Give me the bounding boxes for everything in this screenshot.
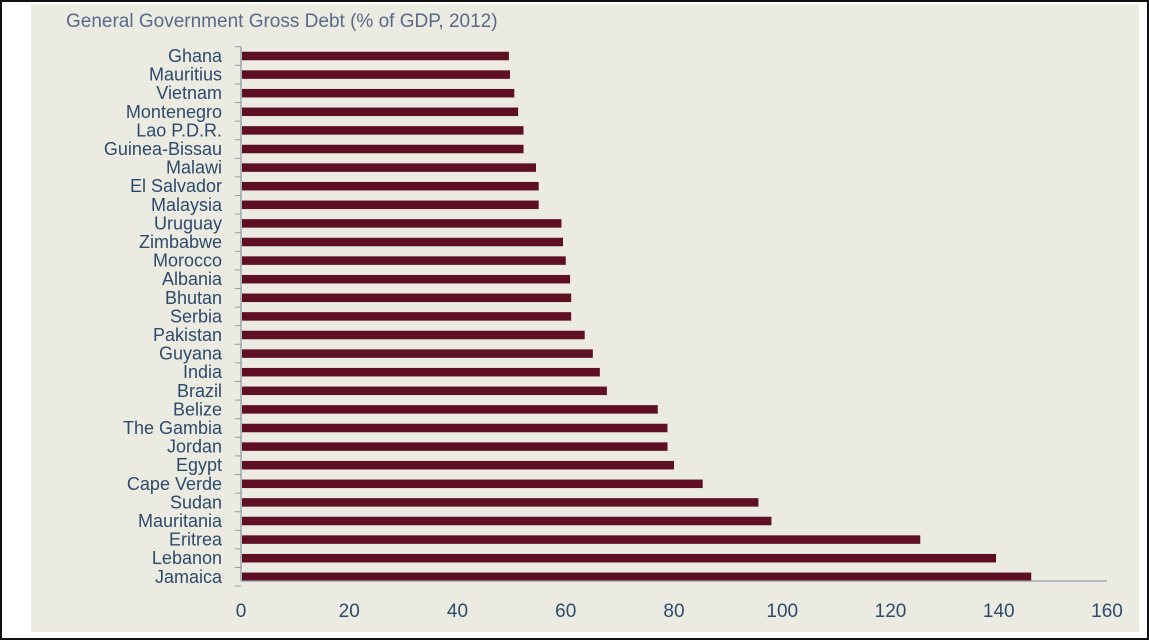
- bar: [242, 200, 539, 210]
- category-label: Cape Verde: [127, 474, 222, 494]
- bar: [242, 498, 759, 507]
- x-tick-label: 60: [555, 601, 576, 622]
- category-label: Eritrea: [169, 530, 223, 550]
- category-label: Zimbabwe: [139, 232, 222, 252]
- category-label: Montenegro: [126, 102, 222, 122]
- chart-background: [31, 4, 1139, 632]
- category-label: Lao P.D.R.: [136, 120, 222, 140]
- bar: [242, 312, 572, 321]
- x-tick-label: 140: [983, 601, 1015, 622]
- category-label: Guinea-Bissau: [104, 139, 222, 159]
- bar: [242, 181, 539, 191]
- bar: [242, 330, 585, 340]
- bar: [242, 479, 703, 489]
- category-label: Guyana: [159, 344, 223, 364]
- bar: [242, 126, 524, 135]
- category-label: Vietnam: [156, 83, 222, 103]
- x-tick-label: 40: [447, 601, 468, 622]
- bar: [242, 219, 562, 228]
- bar: [242, 553, 997, 563]
- category-label: Morocco: [153, 251, 222, 271]
- bar: [242, 237, 564, 247]
- category-label: Jamaica: [155, 567, 223, 587]
- bar: [242, 516, 772, 526]
- y-axis: [235, 46, 242, 587]
- bar: [242, 51, 509, 61]
- category-label: Egypt: [176, 455, 222, 475]
- x-tick-label: 80: [663, 601, 684, 622]
- bar: [242, 423, 668, 433]
- bar: [242, 367, 600, 377]
- category-label: Albania: [162, 269, 223, 289]
- category-label: Pakistan: [153, 325, 222, 345]
- bars-group: [242, 51, 1032, 582]
- bar: [242, 386, 607, 396]
- bar: [242, 293, 572, 303]
- category-label: Brazil: [177, 381, 222, 401]
- bar: [242, 144, 524, 154]
- x-tick-label: 100: [766, 601, 798, 622]
- bar: [242, 163, 536, 172]
- bar: [242, 70, 511, 79]
- bar: [242, 572, 1032, 582]
- category-label: Uruguay: [154, 213, 222, 233]
- bar: [242, 107, 519, 117]
- category-label: El Salvador: [130, 176, 222, 196]
- category-label: Jordan: [167, 437, 222, 457]
- bar: [242, 535, 921, 544]
- category-label: Mauritania: [138, 511, 223, 531]
- bar: [242, 274, 571, 284]
- category-label: India: [183, 362, 223, 382]
- bar: [242, 349, 593, 358]
- chart-title: General Government Gross Debt (% of GDP,…: [66, 11, 498, 32]
- x-tick-label: 20: [339, 601, 360, 622]
- category-label: Malaysia: [151, 195, 223, 215]
- bar: [242, 405, 658, 414]
- category-label: Belize: [173, 399, 222, 419]
- category-label: The Gambia: [123, 418, 223, 438]
- x-tick-label: 120: [875, 601, 907, 622]
- x-tick-label: 160: [1091, 601, 1123, 622]
- category-label: Lebanon: [152, 548, 222, 568]
- category-label: Serbia: [170, 306, 223, 326]
- category-label: Sudan: [170, 492, 222, 512]
- category-label: Bhutan: [165, 288, 222, 308]
- x-axis: 0 20 40 60 80 100 120 140 160: [236, 580, 1123, 622]
- category-label: Ghana: [168, 46, 223, 66]
- x-tick-label: 0: [236, 601, 247, 622]
- bar: [242, 256, 566, 265]
- bar: [242, 460, 674, 470]
- bar: [242, 442, 668, 451]
- bar: [242, 88, 515, 98]
- category-label: Mauritius: [149, 65, 222, 85]
- category-label: Malawi: [166, 158, 222, 178]
